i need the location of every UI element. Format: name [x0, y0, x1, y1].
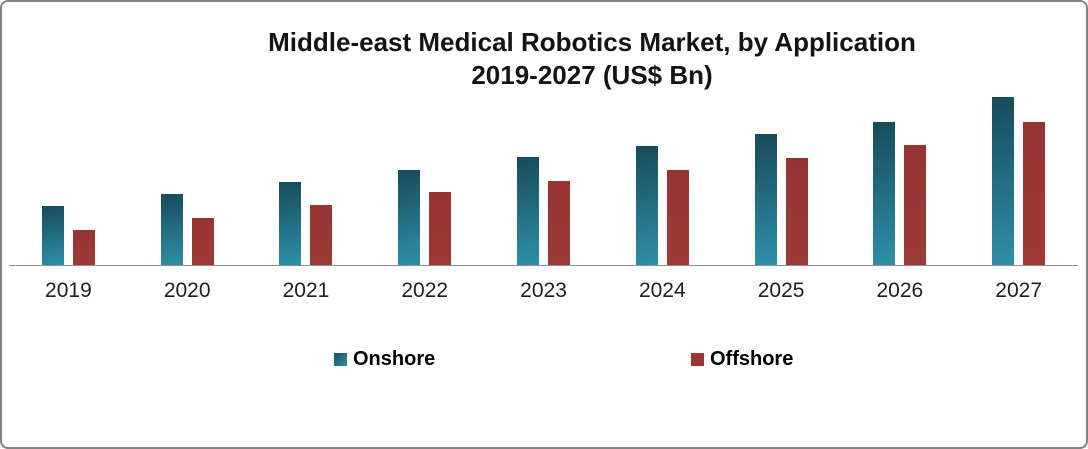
x-axis-label-2022: 2022 [401, 279, 449, 302]
bar-onshore-2020 [160, 194, 183, 265]
bar-group-2021 [247, 87, 366, 265]
bar-offshore-2024 [666, 170, 689, 265]
x-axis-labels: 2019 2020 2021 2022 2023 2024 2025 2026 2027 [9, 279, 1078, 303]
legend-label-offshore: Offshore [710, 348, 794, 370]
bar-group-2022 [365, 87, 484, 265]
chart-title-line-2: 2019-2027 (US$ Bn) [471, 60, 713, 90]
bar-offshore-2022 [429, 192, 452, 265]
bar-offshore-2023 [548, 181, 571, 265]
bar-group-2019 [9, 87, 128, 265]
bar-offshore-2027 [1023, 122, 1046, 265]
x-axis-label-2021: 2021 [282, 279, 330, 302]
bar-offshore-2025 [785, 158, 808, 265]
plot-area [9, 87, 1078, 265]
x-axis-line [9, 265, 1078, 266]
x-axis-label-2027: 2027 [995, 279, 1042, 302]
onshore-legend-swatch-icon [334, 353, 347, 366]
x-axis-label-2020: 2020 [163, 279, 211, 302]
bar-group-2025 [722, 87, 841, 265]
bar-offshore-2026 [904, 145, 927, 265]
x-axis-label-2023: 2023 [520, 279, 567, 302]
x-axis-label-2024: 2024 [638, 279, 686, 302]
x-axis-label-2019: 2019 [45, 279, 92, 302]
bar-onshore-2023 [517, 157, 540, 265]
bar-onshore-2026 [873, 122, 896, 265]
bar-onshore-2027 [992, 97, 1015, 265]
bar-offshore-2020 [191, 218, 214, 265]
legend-label-onshore: Onshore [353, 348, 436, 370]
bar-offshore-2021 [310, 205, 333, 265]
x-axis-label-2026: 2026 [876, 279, 924, 302]
bar-onshore-2022 [398, 170, 421, 265]
legend-item-offshore: Offshore [691, 348, 793, 371]
bar-group-2023 [484, 87, 603, 265]
bar-onshore-2024 [635, 146, 658, 265]
bar-offshore-2019 [72, 230, 95, 265]
bar-group-2020 [128, 87, 247, 265]
x-axis-label-2025: 2025 [757, 279, 805, 302]
bar-group-2027 [959, 87, 1078, 265]
chart-title: Middle-east Medical Robotics Market, by … [102, 26, 1082, 92]
legend: Onshore Offshore [2, 348, 1086, 370]
bar-group-2026 [840, 87, 959, 265]
legend-item-onshore: Onshore [334, 348, 435, 371]
bar-onshore-2019 [41, 206, 64, 265]
bar-onshore-2021 [279, 182, 302, 265]
offshore-legend-swatch-icon [691, 353, 704, 366]
chart-title-line-1: Middle-east Medical Robotics Market, by … [268, 27, 916, 57]
bar-onshore-2025 [754, 134, 777, 265]
bar-group-2024 [603, 87, 722, 265]
